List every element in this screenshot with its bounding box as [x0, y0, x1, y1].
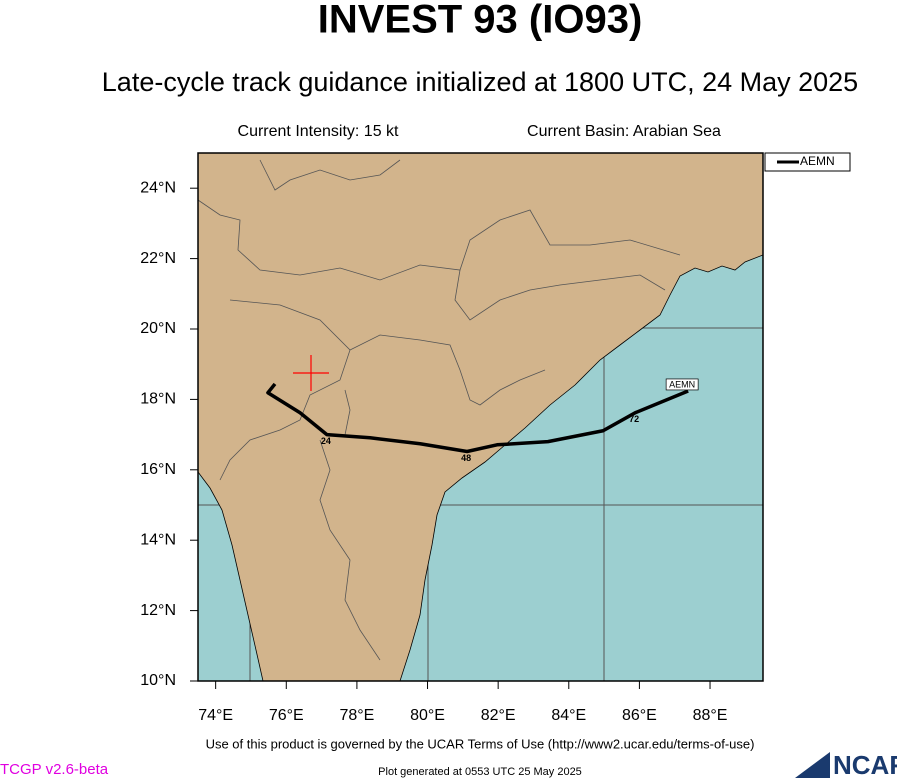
- x-tick-label: 80°E: [410, 707, 445, 724]
- end-label: AEMN: [669, 379, 695, 389]
- y-tick-label: 18°N: [140, 391, 176, 408]
- x-tick-label: 76°E: [269, 707, 304, 724]
- x-tick-label: 82°E: [481, 707, 516, 724]
- annotation: Current Basin: Arabian Sea: [527, 123, 721, 140]
- track-line: [266, 382, 689, 454]
- x-tick-label: 86°E: [622, 707, 657, 724]
- version: TCGP v2.6-beta: [0, 761, 109, 778]
- y-tick-label: 16°N: [140, 461, 176, 478]
- x-tick-label: 74°E: [198, 707, 233, 724]
- legend-label: AEMN: [800, 154, 835, 168]
- chart-title: INVEST 93 (IO93): [318, 0, 643, 42]
- point-label: 48: [461, 453, 471, 463]
- y-tick-label: 24°N: [140, 179, 176, 196]
- footer: Use of this product is governed by the U…: [206, 736, 755, 751]
- borders: [197, 159, 681, 661]
- x-tick-label: 84°E: [551, 707, 586, 724]
- map: [197, 152, 764, 682]
- chart-subtitle: Late-cycle track guidance initialized at…: [102, 67, 858, 97]
- land: [197, 152, 764, 682]
- generated: Plot generated at 0553 UTC 25 May 2025: [378, 766, 582, 778]
- y-tick-label: 22°N: [140, 250, 176, 267]
- annotation: Current Intensity: 15 kt: [238, 123, 400, 140]
- point-label: 24: [321, 436, 331, 446]
- y-tick-label: 10°N: [140, 672, 176, 689]
- point-label: 72: [629, 414, 639, 424]
- y-tick-label: 12°N: [140, 602, 176, 619]
- logo: NCAR: [833, 750, 897, 780]
- x-tick-label: 88°E: [693, 707, 728, 724]
- legend-box: [764, 152, 851, 172]
- current-position: [293, 355, 329, 391]
- logo-mark: [795, 752, 830, 778]
- plot-frame: [197, 152, 764, 682]
- end-label-box: [665, 378, 699, 391]
- y-tick-label: 20°N: [140, 320, 176, 337]
- y-tick-label: 14°N: [140, 531, 176, 548]
- x-tick-label: 78°E: [339, 707, 374, 724]
